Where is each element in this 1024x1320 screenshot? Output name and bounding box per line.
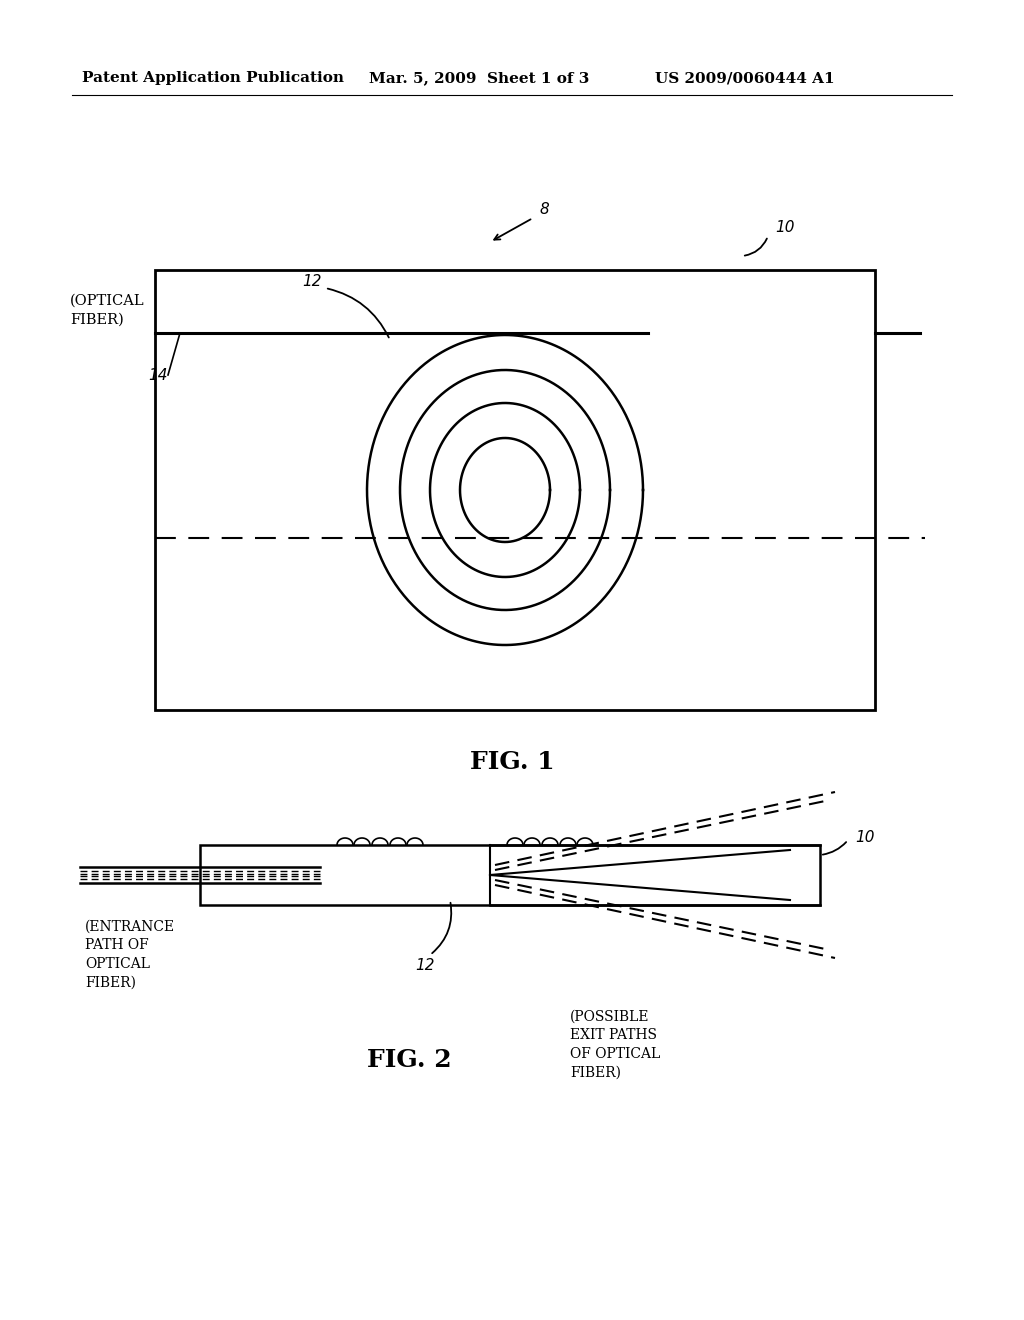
Text: 14: 14 [148,367,168,383]
Text: 10: 10 [855,830,874,846]
Text: 12: 12 [302,275,322,289]
Text: (POSSIBLE
EXIT PATHS
OF OPTICAL
FIBER): (POSSIBLE EXIT PATHS OF OPTICAL FIBER) [570,1010,660,1080]
Text: (ENTRANCE
PATH OF
OPTICAL
FIBER): (ENTRANCE PATH OF OPTICAL FIBER) [85,920,175,989]
Text: FIG. 2: FIG. 2 [368,1048,452,1072]
Text: 10: 10 [775,220,795,235]
Bar [155,271,874,710]
Text: 8: 8 [540,202,550,218]
Text: FIG. 1: FIG. 1 [470,750,554,774]
Text: Patent Application Publication: Patent Application Publication [82,71,344,84]
Text: Mar. 5, 2009  Sheet 1 of 3: Mar. 5, 2009 Sheet 1 of 3 [369,71,589,84]
Text: US 2009/0060444 A1: US 2009/0060444 A1 [655,71,835,84]
Text: 12: 12 [415,957,434,973]
Text: (OPTICAL
FIBER): (OPTICAL FIBER) [70,294,144,326]
Bar [200,845,820,906]
